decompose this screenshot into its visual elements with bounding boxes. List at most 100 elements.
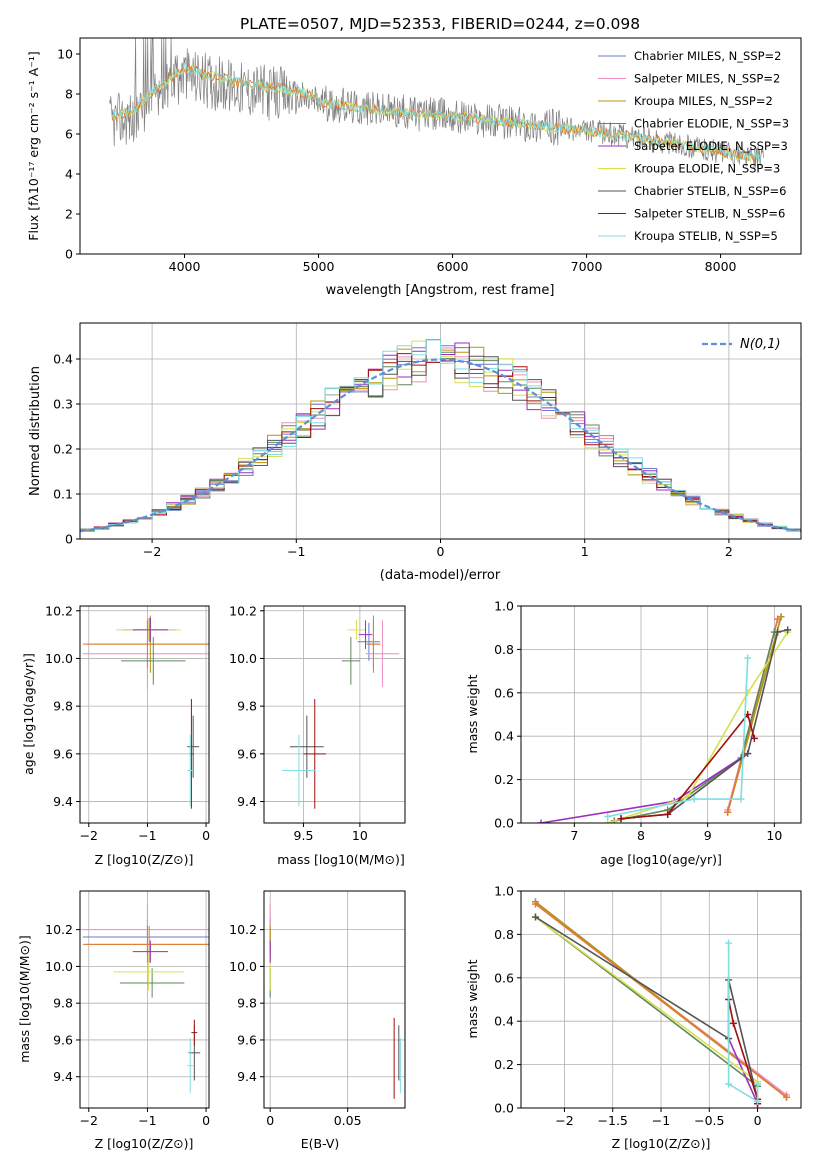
series-marker (690, 795, 698, 803)
y-tick-label: 10.0 (229, 651, 257, 666)
x-axis-label: Z [log10(Z/Z⊙)] (95, 852, 194, 867)
x-tick-label: 8000 (705, 259, 737, 274)
y-tick-label: 10.0 (45, 959, 73, 974)
y-tick-label: 9.6 (237, 1032, 257, 1047)
legend-label: Chabrier MILES, N_SSP=2 (634, 49, 781, 63)
panel-mass_weight_vs_Z: −2 −1.5 −1 −0.5 0 0.0 0.2 0.4 0.6 0.8 1.0 Z [log10(… (465, 884, 802, 1151)
x-tick-label: 9.5 (294, 828, 314, 843)
x-tick-label: 7000 (571, 259, 603, 274)
y-tick-label: 0.8 (494, 642, 514, 657)
y-tick-label: 0.4 (494, 729, 514, 744)
y-tick-label: 0.4 (53, 352, 73, 367)
series-line (607, 658, 749, 818)
y-tick-label: 9.6 (53, 746, 73, 761)
x-tick-label: −1 (138, 1113, 156, 1128)
plot-area (82, 615, 209, 809)
spectrum-xlabel: wavelength [Angstrom, rest frame] (326, 283, 555, 298)
x-tick-label: −1 (652, 1113, 670, 1128)
x-tick-label: 2 (725, 544, 733, 559)
series-marker (744, 750, 752, 758)
y-tick-label: 1.0 (494, 599, 514, 614)
y-tick-label: 9.4 (53, 1069, 73, 1084)
y-tick-label: 10 (57, 47, 73, 62)
x-axis-label: E(B-V) (301, 1136, 340, 1151)
panel-age_vs_mass: 9.5 10 9.4 9.6 9.8 10.0 10.2 mass [log10(M/M⊙)] (229, 603, 406, 867)
legend-normal-curve-label: N(0,1) (740, 337, 781, 352)
y-tick-label: 0 (65, 247, 73, 262)
x-axis-label: Z [log10(Z/Z⊙)] (612, 1136, 711, 1151)
y-tick-label: 0.6 (494, 685, 514, 700)
y-tick-label: 10.0 (45, 651, 73, 666)
y-tick-label: 0.0 (494, 1101, 514, 1116)
y-tick-label: 0.1 (53, 487, 73, 502)
series-line (614, 631, 776, 822)
residuals-xlabel: (data-model)/error (380, 568, 501, 583)
x-tick-label: −1 (138, 828, 156, 843)
plot-area (531, 898, 791, 1108)
series-marker (617, 815, 625, 823)
plot-area (537, 613, 792, 823)
y-tick-label: 10.0 (229, 959, 257, 974)
y-tick-label: 9.4 (53, 794, 73, 809)
x-tick-label: 0 (437, 544, 445, 559)
series-line (535, 916, 759, 1083)
y-tick-label: 10.2 (229, 922, 257, 937)
x-tick-label: −2 (555, 1113, 573, 1128)
x-tick-label: −0.5 (694, 1113, 724, 1128)
y-tick-label: 9.8 (53, 699, 73, 714)
ticks: −2 −1 0 9.4 9.6 9.8 10.0 10.2 (45, 603, 210, 843)
series-line (535, 903, 787, 1098)
series-line (607, 631, 789, 823)
y-tick-label: 4 (65, 167, 73, 182)
y-tick-label: 0.2 (53, 442, 73, 457)
x-tick-label: 0 (754, 1113, 762, 1128)
x-tick-label: 9 (704, 828, 712, 843)
series-marker (774, 615, 782, 623)
legend-label: Kroupa STELIB, N_SSP=5 (634, 229, 778, 243)
y-tick-label: 1.0 (494, 884, 514, 899)
normal-curve (80, 358, 801, 533)
x-tick-label: 4000 (169, 259, 201, 274)
y-tick-label: 9.6 (237, 746, 257, 761)
y-tick-label: 0 (65, 532, 73, 547)
residuals-plot-area (80, 339, 801, 534)
panel-age_vs_Z: −2 −1 0 9.4 9.6 9.8 10.0 10.2 Z [log10(Z/Z⊙)] age… (21, 603, 210, 867)
spectrum-model-line (111, 62, 762, 163)
y-axis-label: mass weight (465, 959, 480, 1038)
y-tick-label: 10.2 (45, 603, 73, 618)
y-tick-label: 9.4 (237, 1069, 257, 1084)
x-axis-label: age [log10(age/yr)] (600, 852, 722, 867)
series-marker (737, 795, 745, 803)
x-tick-label: 8 (637, 828, 645, 843)
axes-frame (79, 605, 210, 824)
residuals-ticks: −2 −1 0 1 2 0 0.1 0.2 0.3 0.4 (53, 352, 733, 560)
series-marker (754, 1080, 762, 1088)
series-marker (531, 913, 539, 921)
y-tick-label: 9.8 (237, 996, 257, 1011)
legend-label: Salpeter ELODIE, N_SSP=3 (634, 139, 788, 153)
plot-area (282, 615, 400, 809)
spectrum-model-line (111, 63, 762, 163)
y-axis-label: age [log10(age/yr)] (21, 653, 36, 775)
spectrum-axes-frame (79, 37, 802, 255)
panel-residuals: −2 −1 0 1 200.10.20.30.4 (data-model)/error … (28, 322, 802, 583)
legend-label: Salpeter STELIB, N_SSP=6 (634, 207, 785, 221)
series-marker (724, 808, 732, 816)
spectrum-legend: Chabrier MILES, N_SSP=2 Salpeter MILES, N… (598, 49, 789, 243)
y-axis-label: mass weight (465, 674, 480, 753)
x-axis-label: Z [log10(Z/Z⊙)] (95, 1136, 194, 1151)
x-tick-label: −1 (287, 544, 305, 559)
y-tick-label: 0.6 (494, 970, 514, 985)
axes-frame (79, 890, 210, 1109)
plot-area (269, 903, 401, 1099)
ticks: 0 0.05 9.4 9.6 9.8 10.0 10.2 (229, 922, 361, 1128)
panel-mass_vs_ebv: 0 0.05 9.4 9.6 9.8 10.0 10.2 E(B-V) (229, 890, 406, 1151)
y-tick-label: 6 (65, 127, 73, 142)
series-marker (774, 628, 782, 636)
series-marker (783, 1093, 791, 1101)
x-tick-label: 0 (202, 1113, 210, 1128)
y-tick-label: 0.2 (494, 772, 514, 787)
series-marker (725, 939, 733, 947)
y-tick-label: 9.8 (237, 699, 257, 714)
